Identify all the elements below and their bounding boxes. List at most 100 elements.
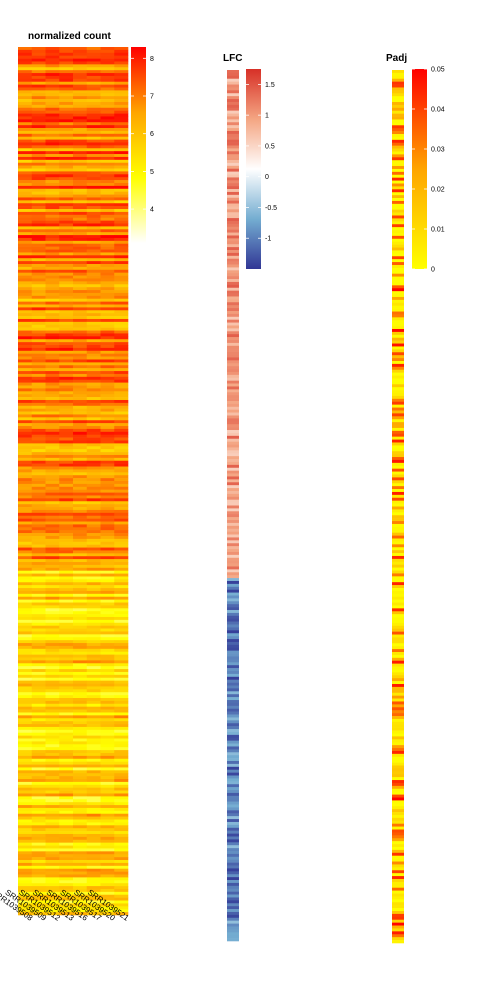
count-cell	[86, 524, 101, 528]
count-cell	[114, 397, 129, 401]
count-cell	[73, 556, 88, 560]
count-cell	[114, 252, 129, 256]
count-cell	[59, 78, 74, 83]
count-cell	[31, 385, 46, 389]
count-cell	[59, 113, 74, 117]
count-cell	[100, 504, 115, 508]
padj-panel: Padj 0.050.040.030.020.010	[386, 53, 445, 944]
lfc-cell	[227, 862, 239, 866]
padj-cell	[392, 768, 404, 772]
lfc-cell	[227, 610, 239, 614]
count-cell	[45, 116, 60, 120]
count-cell	[114, 350, 129, 354]
count-cell	[114, 790, 129, 794]
count-cell	[73, 562, 88, 566]
count-cell	[73, 498, 88, 502]
count-cell	[73, 96, 88, 100]
count-cell	[45, 353, 60, 357]
count-cell	[86, 790, 101, 794]
count-cell	[45, 831, 60, 835]
lfc-cell	[227, 627, 239, 631]
count-cell	[86, 622, 101, 626]
count-cell	[18, 316, 33, 320]
count-cell	[73, 900, 88, 904]
count-cell	[59, 831, 74, 835]
count-cell	[114, 651, 129, 655]
count-cell	[45, 764, 60, 768]
count-cell	[100, 842, 115, 846]
lfc-cell	[227, 212, 239, 216]
padj-cell	[392, 390, 404, 394]
lfc-cell	[227, 279, 239, 283]
lfc-cell	[227, 151, 239, 155]
count-cell	[18, 223, 33, 227]
count-cell	[45, 457, 60, 462]
count-cell	[18, 588, 33, 592]
count-cell	[73, 443, 88, 447]
count-cell	[100, 793, 115, 797]
padj-cell	[392, 561, 404, 565]
count-cell	[31, 133, 46, 137]
count-cell	[114, 686, 129, 690]
count-cell	[114, 486, 129, 490]
count-cell	[100, 249, 115, 253]
count-cell	[114, 258, 129, 262]
padj-legend: 0.050.040.030.020.010	[412, 67, 445, 274]
count-cell	[45, 336, 60, 340]
count-cell	[18, 495, 33, 499]
count-column-labels: SRR1039508SRR1039509SRR1039512SRR1039513…	[0, 888, 131, 923]
count-cell	[18, 752, 33, 757]
count-cell	[18, 70, 33, 74]
lfc-cell	[227, 293, 239, 297]
count-cell	[114, 868, 129, 872]
count-cell	[100, 159, 115, 164]
count-cell	[73, 151, 88, 155]
count-cell	[59, 828, 74, 832]
count-cell	[114, 698, 129, 702]
count-cell	[100, 136, 115, 140]
count-cell	[18, 301, 33, 305]
count-cell	[100, 284, 115, 288]
count-cell	[18, 235, 33, 239]
count-cell	[100, 107, 115, 111]
count-cell	[45, 556, 60, 560]
count-cell	[100, 133, 115, 137]
padj-cell	[392, 890, 404, 894]
count-cell	[18, 781, 33, 786]
count-cell	[73, 588, 88, 592]
count-cell	[114, 721, 129, 725]
padj-cell	[392, 838, 404, 842]
count-cell	[59, 698, 74, 702]
count-cell	[18, 706, 33, 710]
count-cell	[114, 292, 129, 297]
lfc-cell	[227, 403, 239, 408]
count-cell	[31, 498, 46, 502]
count-cell	[18, 168, 33, 172]
count-cell	[31, 73, 46, 77]
count-cell	[73, 553, 88, 557]
count-cell	[100, 148, 115, 152]
lfc-cell	[227, 508, 239, 512]
count-cell	[31, 501, 46, 505]
lfc-cell	[227, 270, 239, 274]
padj-cell	[392, 657, 404, 662]
count-cell	[100, 180, 115, 184]
count-cell	[45, 64, 60, 68]
padj-cell	[392, 401, 404, 405]
count-cell	[31, 408, 46, 412]
count-cell	[100, 625, 115, 629]
count-cell	[73, 718, 88, 722]
count-cell	[31, 567, 46, 571]
count-cell	[100, 70, 115, 74]
count-cell	[59, 414, 74, 418]
count-cell	[100, 509, 115, 514]
count-cell	[45, 891, 60, 896]
count-cell	[59, 556, 74, 560]
lfc-cell	[227, 264, 239, 268]
count-cell	[31, 376, 46, 381]
count-cell	[59, 648, 74, 653]
count-cell	[73, 767, 88, 771]
count-cell	[45, 894, 60, 898]
count-cell	[86, 891, 101, 896]
count-cell	[59, 249, 74, 253]
